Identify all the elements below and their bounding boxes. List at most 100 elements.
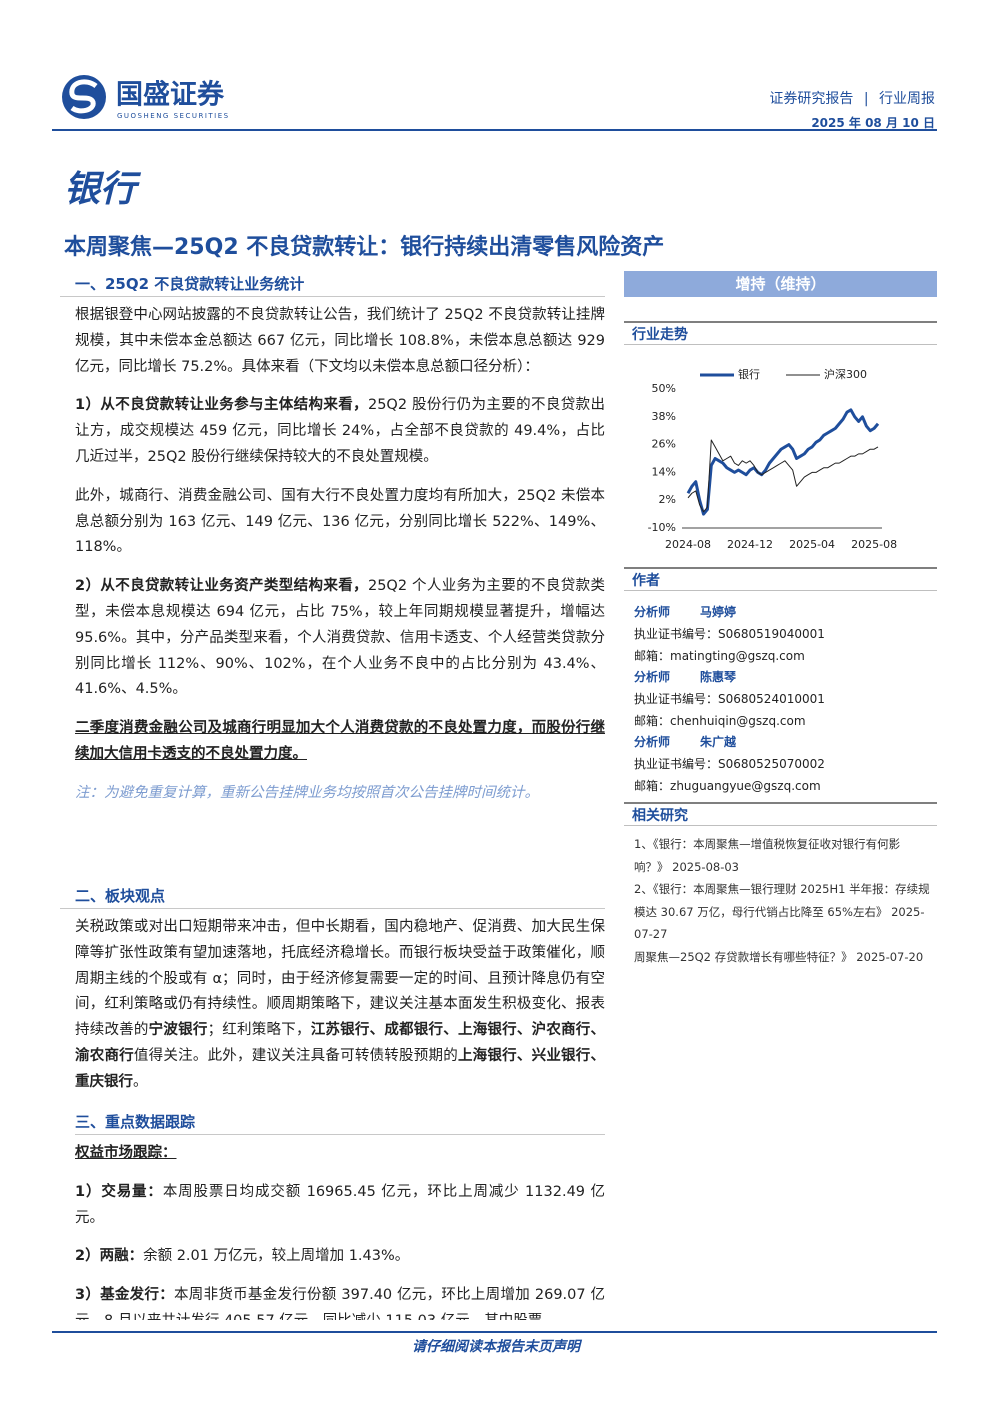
author-email: 邮箱：matingting@gszq.com: [634, 646, 805, 666]
report-date: 2025 年 08 月 10 日: [811, 116, 935, 130]
y-tick-label: 26%: [652, 438, 676, 451]
series-line: [687, 439, 879, 513]
author-row: 分析师 马婷婷: [634, 602, 736, 622]
legend-label: 银行: [738, 367, 760, 381]
paragraph: 2）两融：余额 2.01 万亿元，较上周增加 1.43%。: [75, 1244, 605, 1270]
paragraph: 1）交易量：本周股票日均成交额 16965.45 亿元，环比上周减少 1132.…: [75, 1180, 605, 1232]
text-run: 本周非货币基金发行份额 397.40 亿元，环比上周增加 269.07 亿元。8…: [75, 1287, 605, 1320]
text-run: 25Q2 个人业务为主要的不良贷款类型，未偿本息规模达 694 亿元，占比 75…: [75, 578, 605, 698]
x-tick-label: 2024-12: [727, 538, 773, 551]
text-run: 本周股票日均成交额 16965.45 亿元，环比上周减少 1132.49 亿元。: [75, 1183, 605, 1226]
paragraph: 此外，城商行、消费金融公司、国有大行不良处置力度均有所加大，25Q2 未偿本息总…: [75, 484, 605, 561]
authors-heading: 作者: [624, 567, 937, 591]
author-row: 分析师 陈惠琴: [634, 667, 736, 687]
footer-note: 请仔细阅读本报告末页声明: [412, 1339, 580, 1355]
y-tick-label: 2%: [659, 493, 676, 506]
paragraph: 3）基金发行：本周非货币基金发行份额 397.40 亿元，环比上周增加 269.…: [75, 1283, 605, 1320]
section-heading: 一、25Q2 不良贷款转让业务统计: [60, 272, 605, 297]
logo-name: 国盛证券: [116, 79, 225, 111]
email: zhuguangyue@gszq.com: [670, 779, 821, 793]
author-name: 马婷婷: [700, 605, 737, 619]
paragraph: 注：为避免重复计算，重新公告挂牌业务均按照首次公告挂牌时间统计。: [75, 781, 605, 807]
email-label: 邮箱：: [634, 714, 671, 728]
email-label: 邮箱：: [634, 649, 671, 663]
trend-chart: -10% 2% 14% 26% 38% 50% 2024-08 2024-12 2025-04 2…: [648, 367, 898, 551]
paragraph: 权益市场跟踪：: [75, 1141, 605, 1167]
related-heading: 相关研究: [624, 802, 937, 826]
text-run: 根据银登中心网站披露的不良贷款转让公告，我们统计了 25Q2 不良贷款转让挂牌规…: [75, 307, 605, 375]
email: matingting@gszq.com: [670, 649, 805, 663]
report-type: 证券研究报告: [769, 91, 854, 107]
trend-heading: 行业走势: [624, 321, 937, 345]
y-tick-label: -10%: [648, 521, 676, 534]
text-run: 此外，城商行、消费金融公司、国有大行不良处置力度均有所加大，25Q2 未偿本息总…: [75, 487, 605, 556]
cert-number: S0680519040001: [718, 627, 825, 641]
author-role: 分析师: [634, 605, 671, 619]
text-run: 1）从不良贷款转让业务参与主体结构来看，: [75, 397, 368, 414]
series-line: [686, 408, 880, 516]
author-role: 分析师: [634, 735, 671, 749]
text-run: 关税政策或对出口短期带来冲击，但中长期看，国内稳地产、促消费、加大民生保障等扩张…: [75, 919, 605, 1039]
author-name: 陈惠琴: [700, 670, 737, 684]
y-tick-label: 50%: [652, 382, 676, 395]
text-run: 上海银行、兴业银行、重庆银行: [75, 1047, 606, 1090]
author-email: 邮箱：chenhuiqin@gszq.com: [634, 711, 806, 731]
cert-label: 执业证书编号：: [634, 757, 719, 771]
text-run: 25Q2 股份行仍为主要的不良贷款出让方，成交规模达 459 亿元，同比增长 2…: [75, 397, 605, 465]
author-name: 朱广越: [700, 735, 737, 749]
cert-number: S0680524010001: [718, 692, 825, 706]
related-list: 1、《银行：本周聚焦—增值税恢复征收对银行有何影响？》 2025-08-03 2、…: [634, 833, 934, 968]
text-run: ；红利策略下，: [207, 1022, 311, 1039]
rating: 增持（维持）: [624, 271, 937, 297]
email: chenhuiqin@gszq.com: [670, 714, 806, 728]
paragraph: 1）从不良贷款转让业务参与主体结构来看，25Q2 股份行仍为主要的不良贷款出让方…: [75, 393, 605, 470]
text-run: 1）交易量：: [75, 1183, 163, 1200]
paragraph: 关税政策或对出口短期带来冲击，但中长期看，国内稳地产、促消费、加大民生保障等扩张…: [75, 915, 605, 1096]
report-kind: 行业周报: [879, 91, 935, 107]
related-item: 1、《银行：本周聚焦—增值税恢复征收对银行有何影响？》 2025-08-03: [634, 837, 901, 874]
author-role: 分析师: [634, 670, 671, 684]
text-run: 3）基金发行：: [75, 1287, 175, 1304]
report-type-line: 证券研究报告 | 行业周报: [769, 88, 935, 108]
author-cert: 执业证书编号：S0680525070002: [634, 754, 825, 774]
x-tick-label: 2025-04: [789, 538, 835, 551]
legend-label: 沪深300: [824, 367, 867, 381]
author-email: 邮箱：zhuguangyue@gszq.com: [634, 776, 821, 796]
text-run: 2）两融：: [75, 1248, 144, 1265]
email-label: 邮箱：: [634, 779, 671, 793]
author-cert: 执业证书编号：S0680524010001: [634, 689, 825, 709]
section-heading: 二、板块观点: [60, 884, 605, 909]
separator: |: [863, 91, 869, 107]
y-tick-label: 14%: [652, 465, 676, 478]
report-title: 本周聚焦—25Q2 不良贷款转让：银行持续出清零售风险资产: [64, 235, 665, 260]
author-cert: 执业证书编号：S0680519040001: [634, 624, 825, 644]
text-run: 余额 2.01 万亿元，较上周增加 1.43%。: [143, 1248, 410, 1265]
logo: 国盛证券 GUOSHENG SECURITIES: [62, 75, 230, 120]
text-run: 二季度消费金融公司及城商行明显加大个人消费贷款的不良处置力度，而股份行继续加大信…: [75, 720, 605, 762]
y-tick-label: 38%: [652, 410, 676, 423]
x-tick-label: 2025-08: [851, 538, 897, 551]
footer-rule: [52, 1331, 937, 1333]
cert-label: 执业证书编号：: [634, 692, 719, 706]
section: 一、25Q2 不良贷款转让业务统计根据银登中心网站披露的不良贷款转让公告，我们统…: [60, 272, 605, 820]
text-run: 2）从不良贷款转让业务资产类型结构来看，: [75, 578, 368, 595]
author-row: 分析师 朱广越: [634, 732, 736, 752]
related-item: 周聚焦—25Q2 存贷款增长有哪些特征？》 2025-07-20: [634, 949, 924, 964]
text-run: 宁波银行: [148, 1022, 208, 1039]
logo-subname: GUOSHENG SECURITIES: [117, 112, 230, 120]
cert-number: S0680525070002: [718, 757, 825, 771]
logo-stroke: [69, 79, 98, 114]
industry: 银行: [64, 169, 137, 210]
text-run: 值得关注。此外，建议关注具备可转债转股预期的: [133, 1047, 458, 1064]
x-tick-label: 2024-08: [665, 538, 711, 551]
cert-label: 执业证书编号：: [634, 627, 719, 641]
section-heading: 三、重点数据跟踪: [75, 1110, 605, 1135]
related-item: 2、《银行：本周聚焦—银行理财 2025H1 半年报：存续规模达 30.67 万…: [634, 882, 930, 941]
text-run: 注：为避免重复计算，重新公告挂牌业务均按照首次公告挂牌时间统计。: [75, 784, 539, 801]
section: 三、重点数据跟踪 权益市场跟踪： 1）交易量：本周股票日均成交额 16965.45 …: [75, 1110, 605, 1320]
text-run: 江苏银行、成都银行、上海银行、沪农商行、渝农商行: [75, 1022, 606, 1064]
header-rule: [52, 129, 937, 131]
paragraph: 2）从不良贷款转让业务资产类型结构来看，25Q2 个人业务为主要的不良贷款类型，…: [75, 574, 605, 703]
paragraph: 二季度消费金融公司及城商行明显加大个人消费贷款的不良处置力度，而股份行继续加大信…: [75, 716, 605, 768]
